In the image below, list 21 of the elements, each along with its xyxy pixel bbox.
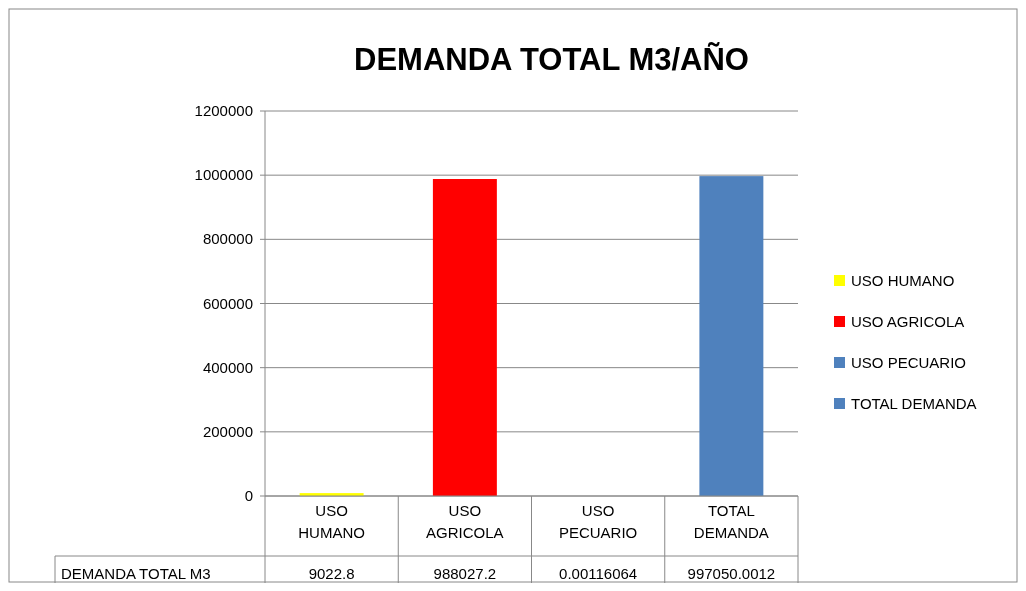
y-tick-label: 0 bbox=[244, 487, 253, 504]
legend-label: TOTAL DEMANDA bbox=[851, 395, 977, 412]
y-tick-label: 400000 bbox=[202, 358, 253, 376]
legend-label: USO AGRICOLA bbox=[851, 313, 965, 330]
y-tick-label: 1000000 bbox=[194, 166, 253, 184]
text: 988027.2 bbox=[433, 565, 497, 582]
text: 9022.8 bbox=[308, 565, 355, 582]
legend-label: USO PECUARIO bbox=[851, 354, 967, 371]
chart-title: DEMANDA TOTAL M3/AÑO bbox=[354, 42, 749, 77]
text: DEMANDA TOTAL M3 bbox=[61, 565, 211, 582]
text: 997050.0012 bbox=[687, 565, 776, 582]
text: 0.00116064 bbox=[559, 565, 638, 582]
y-tick-label: 200000 bbox=[202, 422, 253, 440]
y-tick-label: 1200000 bbox=[194, 102, 253, 119]
legend-label: USO HUMANO bbox=[851, 272, 955, 289]
x-tick-label: USO AGRICOLA bbox=[426, 502, 504, 541]
x-tick-label: USO PECUARIO bbox=[558, 502, 638, 541]
x-tick-label: TOTAL DEMANDA bbox=[693, 502, 769, 541]
y-tick-label: 800000 bbox=[202, 230, 253, 248]
x-tick-label: USO HUMANO bbox=[298, 502, 365, 541]
y-tick-label: 600000 bbox=[202, 294, 253, 312]
